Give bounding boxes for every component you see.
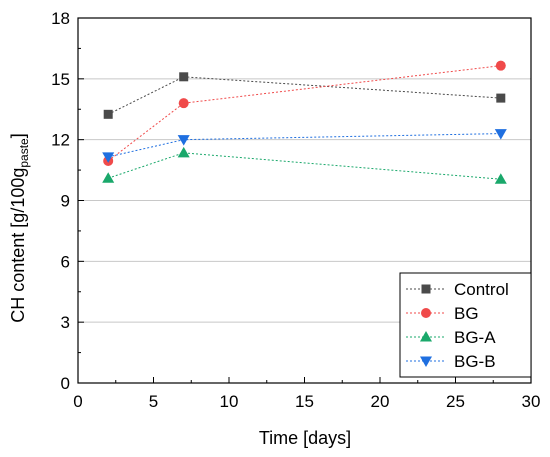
x-tick-label: 0 [73,392,82,411]
y-tick-label: 15 [51,70,70,89]
data-point [179,72,189,82]
x-tick-label: 20 [371,392,390,411]
data-point [494,129,507,140]
series-bg-b [102,129,507,163]
data-point [177,146,190,158]
axis-ticks [77,17,532,384]
series-line [108,152,501,180]
series-bg [103,60,506,166]
legend-label: BG-A [454,328,496,347]
series-bg-a [102,146,507,184]
legend-label: BG-B [454,352,496,371]
x-tick-label: 5 [149,392,158,411]
y-axis-title-close: ] [8,133,28,138]
data-point [496,93,506,103]
series-control [103,72,506,119]
data-point [494,173,507,184]
legend-item-control: Control [406,280,509,299]
legend-marker [421,308,431,318]
x-tick-label: 30 [522,392,541,411]
x-tick-label: 25 [446,392,465,411]
legend-label: BG [454,304,479,323]
legend-marker [420,356,432,367]
y-axis-title-main: CH content [g/100g [8,168,28,323]
x-tick-label: 15 [295,392,314,411]
y-tick-label: 0 [61,374,70,393]
data-point [177,135,190,146]
legend-item-bg-b: BG-B [406,352,496,371]
series-line [108,133,501,158]
y-axis-title: CH content [g/100gpaste] [8,133,31,322]
x-tick-label: 10 [220,392,239,411]
data-point [178,98,189,109]
data-point [103,109,113,119]
series-line [107,76,501,115]
y-axis-title-subscript: paste [17,138,31,168]
legend-item-bg: BG [406,304,479,323]
legend-label: Control [454,280,509,299]
y-tick-label: 6 [61,252,70,271]
tick-labels: 0 3 6 9 12 15 18 0 5 10 15 20 25 30 [51,9,540,411]
y-tick-label: 3 [61,313,70,332]
data-point [102,152,115,163]
legend-marker [420,331,432,342]
data-point [102,172,115,183]
legend-item-bg-a: BG-A [406,328,496,347]
series-layer [102,60,507,184]
y-tick-label: 12 [51,131,70,150]
legend: Control BG BG-A BG-B [399,272,532,378]
x-axis-title: Time [days] [259,428,351,448]
legend-marker [421,284,431,294]
y-tick-label: 9 [61,192,70,211]
data-point [495,60,506,71]
y-tick-label: 18 [51,9,70,28]
series-line [107,65,501,162]
